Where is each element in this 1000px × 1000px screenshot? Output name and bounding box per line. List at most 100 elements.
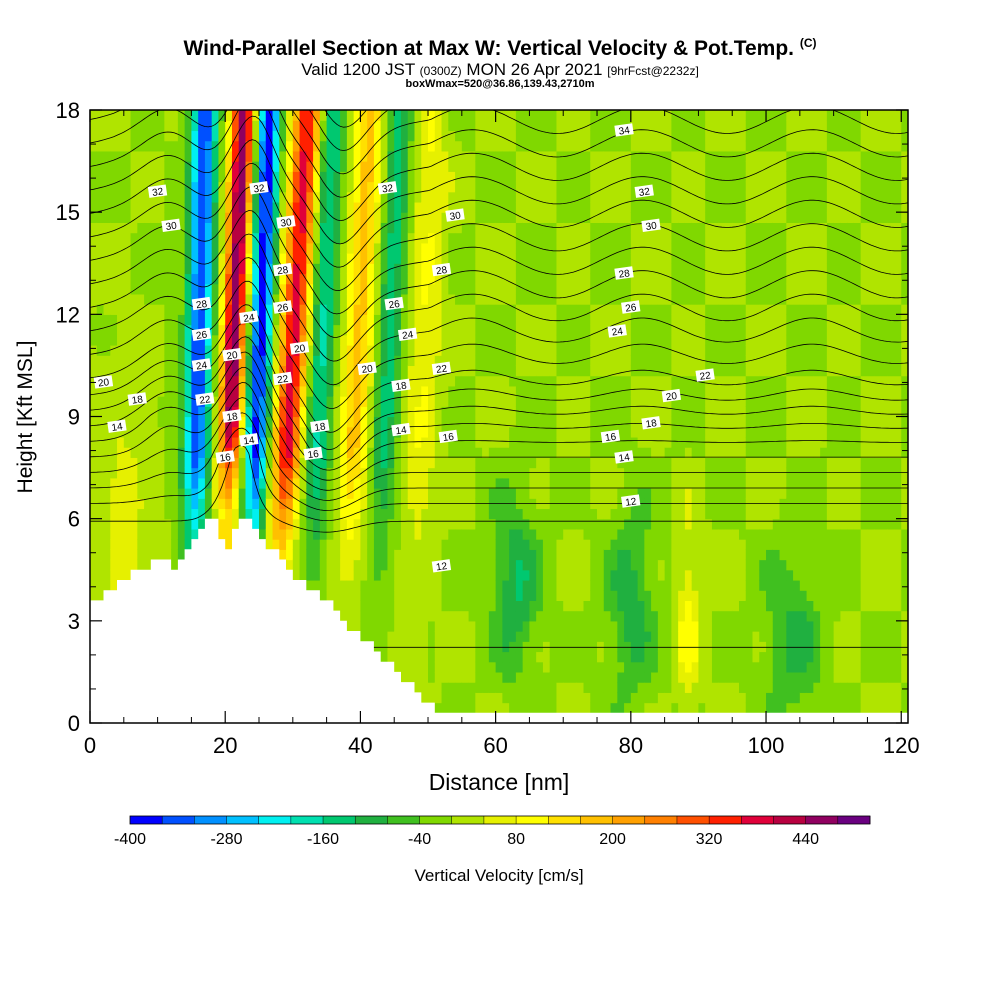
field-cell	[455, 682, 463, 693]
field-cell	[259, 161, 267, 172]
field-cell	[583, 314, 591, 326]
field-cell	[191, 253, 199, 264]
field-cell	[482, 222, 490, 234]
field-cell	[394, 620, 402, 632]
field-cell	[346, 426, 355, 438]
field-cell	[529, 242, 537, 254]
field-cell	[482, 365, 490, 377]
field-cell	[549, 293, 558, 305]
field-cell	[542, 600, 551, 612]
field-cell	[360, 467, 368, 479]
field-cell	[549, 682, 558, 693]
field-cell	[171, 314, 179, 326]
field-cell	[123, 396, 132, 407]
field-cell	[265, 375, 274, 387]
field-cell	[441, 600, 449, 612]
field-cell	[576, 253, 585, 264]
field-cell	[407, 631, 416, 642]
field-cell	[434, 120, 443, 132]
field-cell	[529, 651, 537, 663]
field-cell	[590, 692, 598, 704]
field-cell	[590, 375, 598, 387]
field-cell	[407, 130, 416, 142]
field-cell	[482, 620, 490, 632]
field-cell	[434, 201, 443, 213]
field-cell	[333, 242, 341, 254]
field-cell	[502, 559, 510, 571]
field-cell	[482, 232, 490, 244]
field-cell	[434, 222, 443, 234]
field-cell	[259, 140, 267, 152]
field-cell	[373, 304, 382, 315]
field-cell	[583, 283, 591, 295]
field-cell	[360, 355, 368, 367]
field-cell	[367, 130, 375, 142]
field-cell	[333, 263, 341, 275]
field-cell	[651, 692, 659, 704]
field-cell	[495, 334, 503, 346]
field-cell	[306, 242, 314, 254]
field-cell	[569, 702, 578, 714]
field-cell	[569, 447, 578, 458]
field-cell	[468, 293, 476, 305]
field-cell	[157, 375, 165, 387]
field-cell	[441, 539, 449, 550]
field-cell	[488, 355, 497, 367]
field-cell	[448, 171, 456, 183]
field-cell	[110, 528, 118, 540]
field-cell	[286, 467, 294, 479]
field-cell	[509, 283, 517, 295]
field-cell	[231, 426, 240, 438]
field-cell	[346, 263, 355, 275]
field-cell	[482, 181, 490, 193]
field-cell	[556, 569, 564, 581]
field-cell	[353, 539, 362, 550]
field-cell	[434, 385, 443, 397]
field-cell	[522, 161, 531, 172]
field-cell	[373, 212, 382, 223]
field-cell	[603, 600, 612, 612]
field-cell	[130, 253, 138, 264]
field-cell	[265, 385, 274, 397]
field-cell	[522, 222, 531, 234]
field-cell	[123, 150, 132, 162]
field-cell	[144, 539, 152, 550]
field-cell	[306, 488, 314, 499]
field-cell	[522, 641, 531, 653]
field-cell	[414, 488, 422, 499]
field-cell	[590, 477, 598, 489]
field-cell	[225, 242, 233, 254]
field-cell	[576, 161, 585, 172]
field-cell	[583, 130, 591, 142]
field-cell	[306, 549, 314, 561]
field-cell	[353, 579, 362, 591]
field-cell	[448, 385, 456, 397]
field-cell	[482, 416, 490, 428]
field-cell	[360, 120, 368, 132]
field-cell	[590, 304, 598, 315]
field-cell	[421, 477, 429, 489]
field-cell	[259, 528, 267, 540]
field-cell	[441, 161, 449, 172]
field-cell	[299, 508, 307, 520]
field-cell	[549, 171, 558, 183]
field-cell	[144, 436, 152, 448]
field-cell	[502, 682, 510, 693]
field-cell	[610, 590, 618, 601]
field-cell	[272, 518, 280, 530]
field-cell	[157, 457, 165, 469]
field-cell	[346, 375, 355, 387]
field-cell	[529, 406, 537, 418]
field-cell	[286, 447, 294, 458]
field-cell	[448, 620, 456, 632]
field-cell	[157, 416, 165, 428]
field-cell	[353, 385, 362, 397]
field-cell	[569, 396, 578, 407]
field-cell	[306, 150, 314, 162]
field-cell	[549, 161, 558, 172]
field-cell	[103, 140, 111, 152]
field-cell	[171, 518, 179, 530]
field-cell	[576, 579, 585, 591]
field-cell	[448, 222, 456, 234]
field-cell	[306, 528, 314, 540]
